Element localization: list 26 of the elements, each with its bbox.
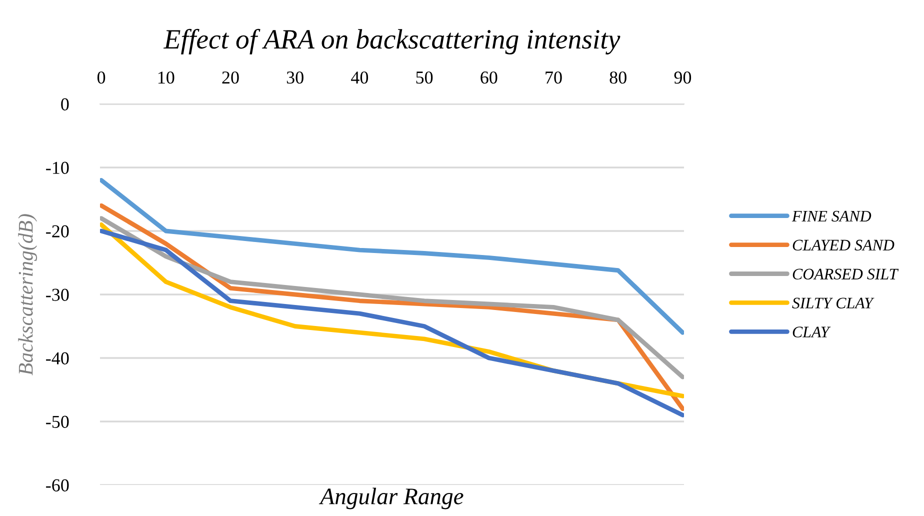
x-tick-label: 70 <box>546 71 562 84</box>
x-tick-label: 10 <box>158 71 174 84</box>
legend-label: CLAYED SAND <box>792 240 894 251</box>
legend-label: CLAY <box>792 326 831 338</box>
x-tick-label: 80 <box>610 71 626 84</box>
legend-label: COARSED SILT <box>792 268 899 280</box>
y-tick-label: -50 <box>46 416 69 428</box>
y-tick-label: -60 <box>46 479 69 492</box>
y-axis-title: Backscattering(dB) <box>18 214 38 376</box>
x-tick-label: 30 <box>286 71 304 84</box>
y-tick-label: -20 <box>46 225 69 238</box>
y-tick-label: -30 <box>46 288 69 301</box>
x-tick-label: 40 <box>351 71 368 84</box>
x-tick-label: 20 <box>222 71 239 84</box>
y-tick-label: -40 <box>46 352 69 364</box>
line-series <box>100 178 684 335</box>
x-tick-label: 60 <box>480 71 498 84</box>
x-axis-title: Angular Range <box>318 488 464 510</box>
legend-label: FINE SAND <box>792 210 872 222</box>
legend-label: SILTY CLAY <box>792 298 874 308</box>
y-tick-label: -10 <box>46 162 69 174</box>
y-tick-label: 0 <box>61 98 69 110</box>
x-tick-label: 50 <box>416 71 433 84</box>
chart-title: Effect of ARA on backscattering intensity <box>163 28 620 54</box>
x-tick-label: 0 <box>97 71 106 84</box>
x-tick-label: 90 <box>674 71 692 84</box>
